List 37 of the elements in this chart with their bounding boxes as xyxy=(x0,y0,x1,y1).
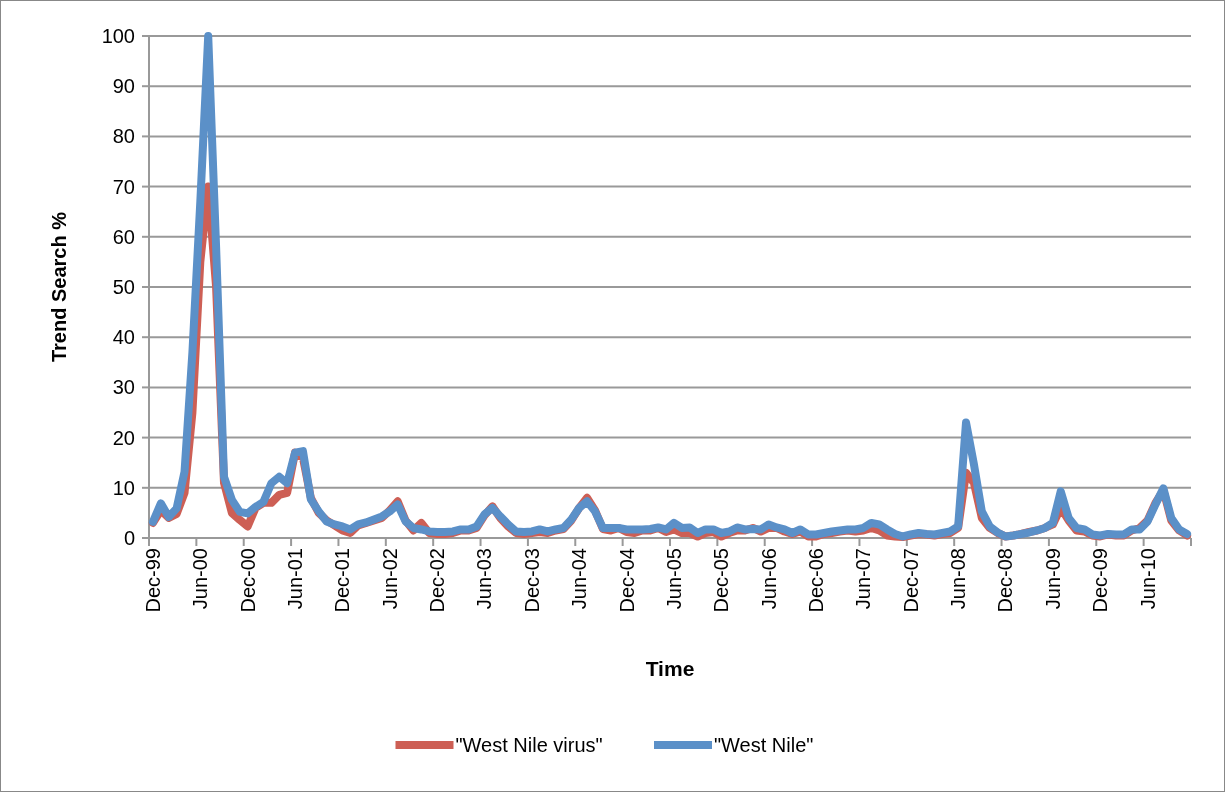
y-tick-label: 80 xyxy=(112,125,135,148)
x-axis-title: Time xyxy=(645,657,695,680)
x-tick-label: Jun-08 xyxy=(947,548,970,610)
x-tick-label: Jun-07 xyxy=(852,548,875,610)
x-tick-label: Dec-02 xyxy=(426,548,449,613)
y-tick-label: 10 xyxy=(112,476,135,499)
y-tick-label: 60 xyxy=(112,225,135,248)
x-tick-label: Jun-00 xyxy=(189,548,212,610)
legend-label: "West Nile virus" xyxy=(455,734,603,756)
y-tick-label: 20 xyxy=(112,426,135,449)
y-tick-label: 100 xyxy=(101,25,135,47)
x-tick-label: Dec-00 xyxy=(236,548,259,613)
x-tick-label: Jun-03 xyxy=(473,548,496,610)
x-tick-label: Dec-06 xyxy=(805,548,828,613)
y-tick-label: 40 xyxy=(112,326,135,349)
x-tick-label: Jun-01 xyxy=(284,548,307,610)
x-tick-label: Dec-05 xyxy=(710,548,733,613)
x-tick-label: Jun-05 xyxy=(662,548,685,610)
y-tick-label: 90 xyxy=(112,75,135,98)
x-tick-label: Jun-09 xyxy=(1041,548,1064,610)
x-tick-label: Dec-08 xyxy=(994,548,1017,613)
x-tick-label: Jun-02 xyxy=(378,548,401,610)
x-tick-label: Dec-99 xyxy=(141,548,164,613)
y-tick-label: 50 xyxy=(112,276,135,298)
x-tick-label: Dec-09 xyxy=(1089,548,1112,613)
x-tick-label: Jun-06 xyxy=(757,548,780,610)
y-axis-title: Trend Search % xyxy=(48,211,70,363)
x-tick-label: Jun-10 xyxy=(1136,548,1159,610)
y-tick-label: 0 xyxy=(123,527,135,549)
x-tick-label: Dec-07 xyxy=(899,548,922,613)
legend-label: "West Nile" xyxy=(714,734,814,756)
y-tick-label: 70 xyxy=(112,175,135,198)
y-tick-label: 30 xyxy=(112,376,135,399)
x-tick-label: Dec-03 xyxy=(520,548,543,613)
x-tick-label: Dec-01 xyxy=(331,548,354,613)
x-tick-label: Jun-04 xyxy=(568,548,591,610)
x-tick-label: Dec-04 xyxy=(615,548,638,613)
